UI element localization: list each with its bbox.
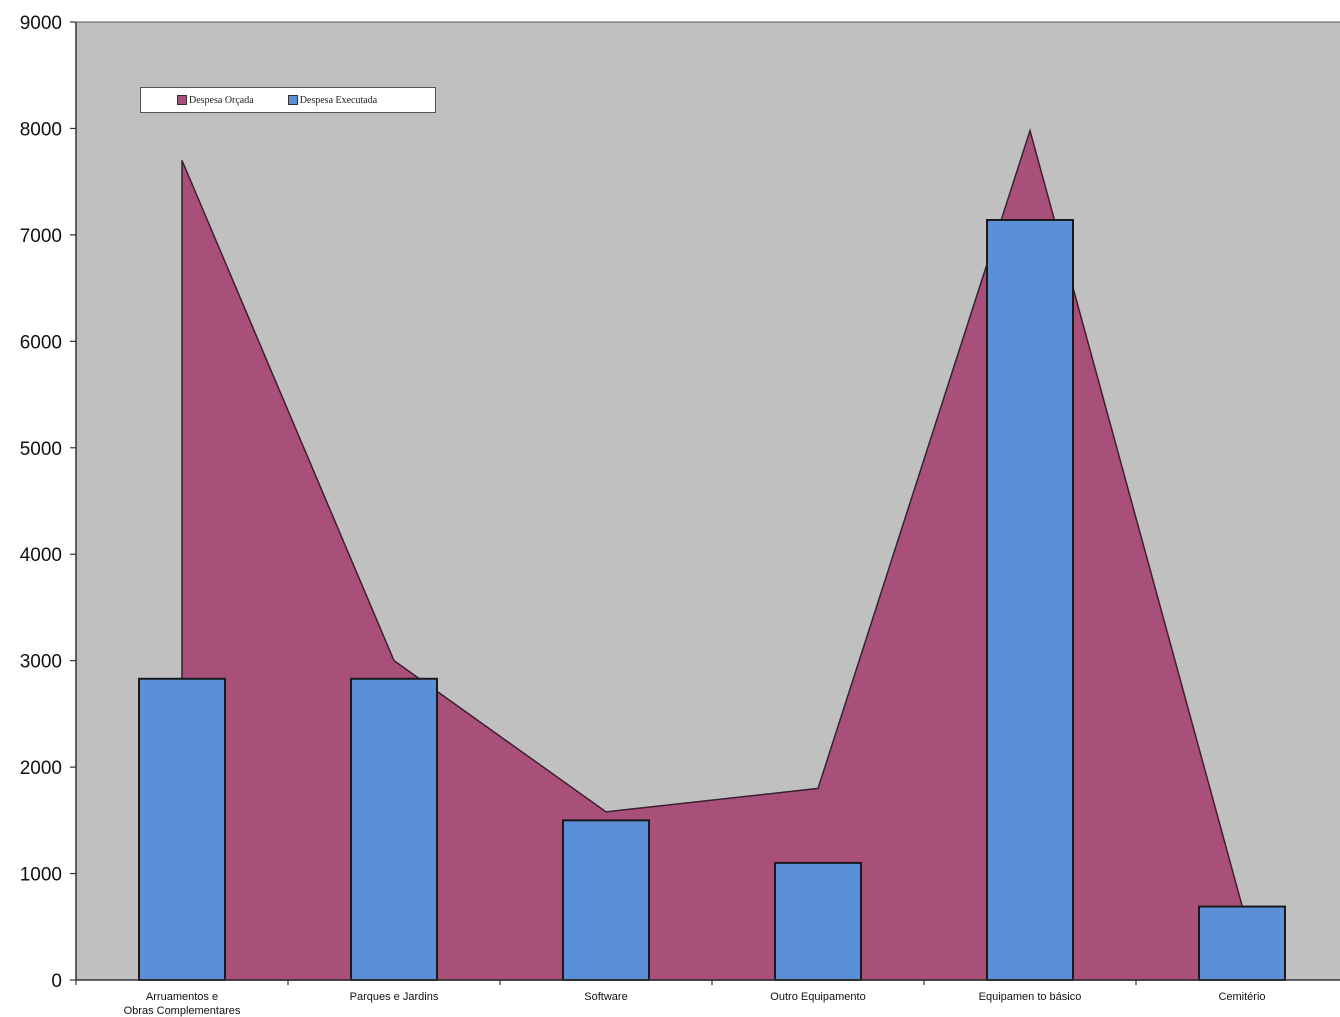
x-tick-label: Software [584,991,627,1003]
y-tick-label: 5000 [20,439,62,460]
bar-despesa-executada [562,819,650,981]
y-tick-label: 0 [51,971,62,992]
x-tick-label: Arruamentos e Obras Complementares [124,991,241,1017]
bar-despesa-executada [350,677,438,981]
bar-despesa-executada [138,677,226,981]
y-tick-label: 7000 [20,226,62,247]
legend-swatch-orcada [177,95,187,105]
legend-item-executada: Despesa Executada [287,94,378,106]
legend-label-orcada: Despesa Orçada [189,94,254,106]
legend-swatch-executada [287,95,298,105]
x-tick-label: Equipamen to básico [979,991,1082,1003]
y-tick-label: 6000 [20,332,62,353]
y-tick-label: 8000 [20,119,62,140]
bar-despesa-executada [986,218,1074,981]
x-tick-label: Parques e Jardins [350,991,439,1003]
y-tick-label: 4000 [20,545,62,566]
y-tick-label: 2000 [20,758,62,779]
axis-layer: 0 1000 2000 3000 4000 5000 6000 7000 8000 9000 Arr… [20,13,1340,1017]
bar-layer [138,218,1286,982]
y-tick-label: 9000 [20,13,62,34]
x-tick-label: Cemitério [1218,991,1265,1003]
bar-despesa-executada [774,861,862,982]
y-tick-label: 3000 [20,652,62,673]
x-tick-label: Outro Equipamento [770,991,865,1003]
y-tick-label: 1000 [20,865,62,886]
bar-despesa-executada [1198,905,1286,982]
legend: Despesa Orçada Despesa Executada [140,87,436,113]
legend-label-executada: Despesa Executada [299,94,378,106]
legend-item-orcada: Despesa Orçada [177,95,254,106]
